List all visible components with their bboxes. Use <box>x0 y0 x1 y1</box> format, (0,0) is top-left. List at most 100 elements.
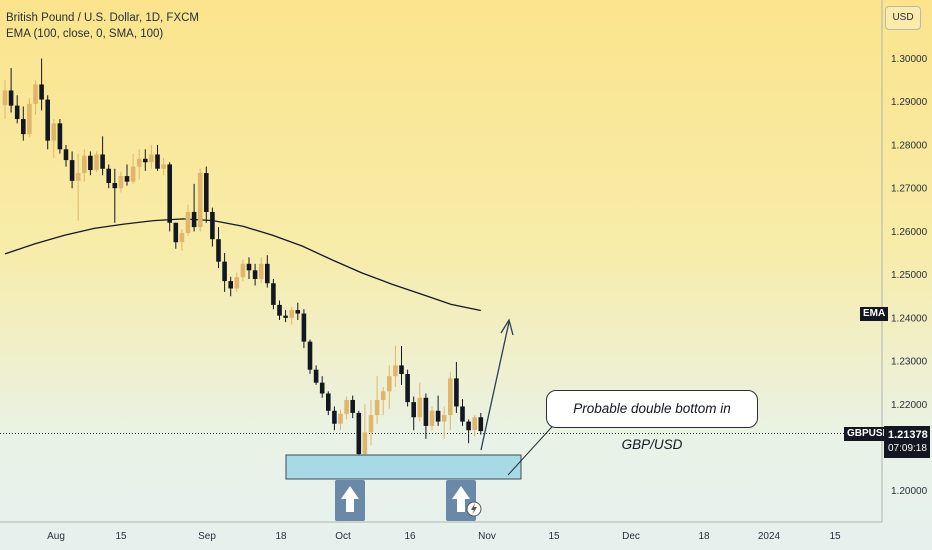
candle <box>173 222 179 249</box>
projection-arrow <box>480 321 510 451</box>
callout-pointer <box>507 417 561 476</box>
candle <box>417 382 423 422</box>
candle <box>130 153 136 184</box>
candle-body <box>435 410 441 422</box>
y-tick-label: 1.30000 <box>891 54 928 65</box>
candle-body <box>14 105 20 120</box>
ema-badge: EMA <box>860 307 889 321</box>
x-tick-label: 2024 <box>758 531 781 542</box>
candle-body <box>228 281 233 289</box>
double-bottom-callout: Probable double bottom in GBP/USD <box>546 390 758 452</box>
x-tick-label: 15 <box>548 531 560 542</box>
candle-body <box>27 103 32 135</box>
candle <box>57 119 63 154</box>
candle <box>454 361 459 413</box>
candle-body <box>167 164 172 223</box>
current-price-label: 1.21378 07:09:18 <box>884 426 930 458</box>
candle <box>124 164 130 186</box>
candle-body <box>326 393 331 411</box>
candle <box>167 162 172 232</box>
candle-body <box>69 160 75 181</box>
candle-body <box>399 365 404 375</box>
candle-body <box>100 154 105 169</box>
candle <box>185 204 191 236</box>
candle <box>100 136 105 176</box>
candle-body <box>75 173 81 181</box>
candle-body <box>130 166 136 182</box>
candle <box>69 151 75 189</box>
candle <box>289 307 294 325</box>
candle-body <box>277 304 282 316</box>
candle-body <box>179 233 185 243</box>
y-tick-label: 1.20000 <box>891 486 928 497</box>
candle-body <box>393 365 398 377</box>
candle <box>380 387 386 416</box>
candle-body <box>45 99 50 141</box>
candle <box>210 207 215 247</box>
candle-body <box>88 155 93 171</box>
currency-button[interactable]: USD <box>885 6 921 30</box>
candle-body <box>258 263 264 279</box>
candle <box>2 80 8 120</box>
candle <box>356 410 362 461</box>
candle <box>155 144 160 171</box>
candle-body <box>405 374 410 403</box>
candle <box>258 257 264 284</box>
candle-body <box>185 211 191 234</box>
candle <box>161 157 166 176</box>
candle-body <box>313 369 319 383</box>
candle-body <box>356 412 362 454</box>
candle-body <box>2 90 8 106</box>
ema-line <box>4 218 481 312</box>
y-tick-label: 1.22000 <box>891 400 928 411</box>
candle-body <box>82 155 87 174</box>
y-tick-label: 1.29000 <box>891 97 928 108</box>
candle-body <box>289 310 294 318</box>
candle-body <box>118 176 124 189</box>
chart-legend: British Pound / U.S. Dollar, 1D, FXCM EM… <box>6 10 199 42</box>
current-price: 1.21378 <box>888 429 928 441</box>
candle-body <box>448 378 453 416</box>
candle-body <box>295 310 301 314</box>
candle <box>191 183 197 232</box>
candle <box>472 415 477 437</box>
x-tick-label: Dec <box>622 531 640 542</box>
x-tick-label: Aug <box>47 531 65 542</box>
candle <box>88 151 93 176</box>
candle <box>51 119 57 158</box>
candle <box>435 395 441 426</box>
candle-body <box>8 90 14 106</box>
candle-body <box>466 421 471 431</box>
candle-body <box>417 397 423 418</box>
projection-arrow-head <box>500 318 514 336</box>
candle <box>411 396 416 431</box>
candle-body <box>57 123 63 150</box>
symbol-title: British Pound / U.S. Dollar, 1D, FXCM <box>6 12 200 24</box>
candle <box>441 406 447 439</box>
x-tick-label: 15 <box>829 531 841 542</box>
candle-body <box>39 84 44 100</box>
candle-body <box>155 154 160 169</box>
candle <box>246 257 252 279</box>
candle <box>143 149 148 171</box>
candle <box>387 365 392 409</box>
candle <box>332 406 337 431</box>
y-tick-label: 1.26000 <box>891 227 928 238</box>
candle <box>63 144 69 167</box>
candle-body <box>301 313 307 342</box>
indicator-label: EMA (100, close, 0, SMA, 100) <box>6 28 164 40</box>
candle-body <box>380 391 386 400</box>
bottom-arrow-1 <box>335 480 365 521</box>
candle-body <box>362 432 368 454</box>
candle <box>344 396 349 420</box>
candle <box>149 144 154 169</box>
candle <box>265 255 270 288</box>
candle <box>393 345 398 387</box>
x-tick-label: Nov <box>478 531 496 542</box>
y-tick-label: 1.28000 <box>891 140 928 151</box>
candle <box>466 419 471 444</box>
candle-body <box>143 158 148 163</box>
candle-body <box>173 222 179 243</box>
